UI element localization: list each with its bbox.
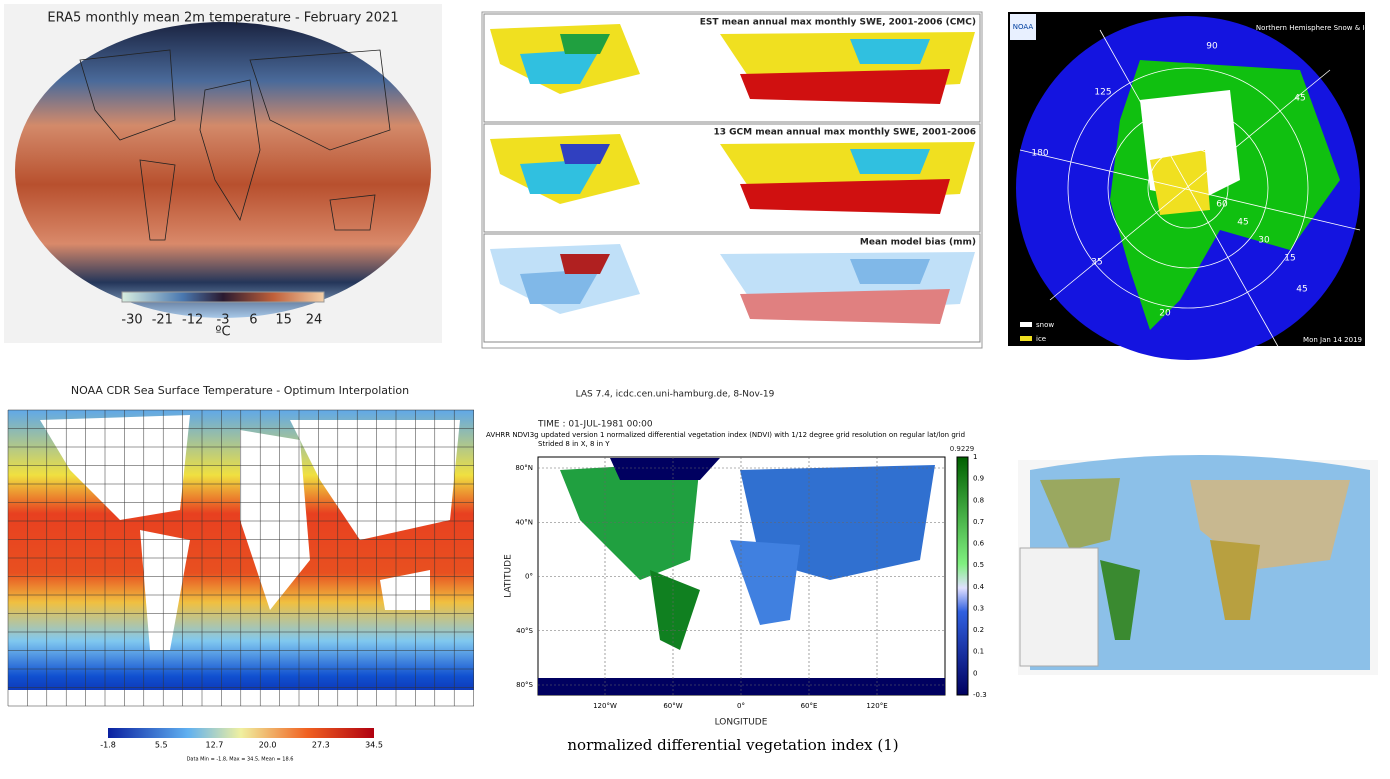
swe-region: [560, 34, 610, 54]
sst-colorbar-tick: 12.7: [205, 741, 223, 750]
sst-colorbar: [108, 728, 374, 738]
legend-ice: ice: [1036, 335, 1046, 343]
swe-region: [520, 49, 600, 84]
ndvi-lon-label: 0°: [737, 702, 745, 710]
ndvi-y-label: LATITUDE: [504, 554, 514, 598]
graticule-label: 90: [1206, 42, 1218, 52]
ndvi-lat-label: 0°: [525, 573, 533, 581]
ndvi-time: TIME : 01-JUL-1981 00:00: [537, 420, 653, 430]
ndvi-x-label: LONGITUDE: [715, 718, 768, 728]
era5-unit: ºC: [215, 325, 230, 340]
graticule-label: 180: [1031, 149, 1048, 159]
graticule-label: 45: [1294, 94, 1305, 104]
swe-region: [850, 39, 930, 64]
ndvi-colorbar-tick: 0.7: [973, 518, 984, 526]
logo-box: [1010, 14, 1036, 40]
ndvi-stride: Strided 8 in X, 8 in Y: [538, 440, 610, 448]
ndvi-lat-label: 80°N: [515, 464, 533, 472]
sst-colorbar-tick: 27.3: [312, 741, 330, 750]
swe-panel-title: 13 GCM mean annual max monthly SWE, 2001…: [713, 128, 976, 138]
ndvi-colorbar-tick: 0.1: [973, 648, 984, 656]
ndvi-colorbar-tick: -0.3: [973, 691, 987, 699]
graticule-label: 30: [1258, 236, 1270, 246]
swe-region: [560, 144, 610, 164]
era5-colorbar-tick: -30: [121, 313, 142, 328]
ndvi-caption: normalized differential vegetation index…: [567, 736, 898, 754]
ndvi-colorbar-tick: 1: [973, 453, 977, 461]
ndvi-colorbar-max: 0.9229: [950, 445, 975, 453]
ndvi-lon-label: 60°E: [801, 702, 818, 710]
snow-swatch: [1020, 322, 1032, 327]
graticule: [1019, 29, 1361, 351]
ndvi-colorbar: [956, 456, 969, 696]
ndvi-land: [538, 458, 945, 695]
era5-map: [15, 22, 431, 318]
sst-note: Data Min = -1.8, Max = 34.5, Mean = 18.6: [187, 757, 294, 763]
ndvi-labels: 80°N 40°N 0° 40°S 80°S 120°W 60°W 0° 60°E 120°E 1 0…: [515, 453, 986, 710]
swe-region: [560, 254, 610, 274]
sst-colorbar-tick: 5.5: [155, 741, 168, 750]
ndvi-colorbar-tick: 0.2: [973, 626, 984, 634]
snow-labels: 90 125 180 35 45 60 45 30 15 45 20: [1031, 42, 1307, 319]
sst-title: NOAA CDR Sea Surface Temperature - Optim…: [71, 384, 409, 397]
sst-colorbar-tick: 34.5: [365, 741, 383, 750]
graticule-label: 15: [1284, 254, 1295, 264]
ice-swatch: [1020, 336, 1032, 341]
ndvi-colorbar-tick: 0.8: [973, 496, 984, 504]
logo: NOAA: [1013, 23, 1034, 31]
era5-title: ERA5 monthly mean 2m temperature - Febru…: [47, 11, 398, 26]
swe-region: [850, 149, 930, 174]
swe-region: [740, 179, 950, 214]
snow-date: Mon Jan 14 2019: [1303, 336, 1362, 344]
swe-region: [520, 159, 600, 194]
sst-colorbar-tick: 20.0: [259, 741, 277, 750]
graticule-label: 125: [1094, 88, 1111, 98]
ndvi-lat-label: 80°S: [516, 681, 533, 689]
ndvi-colorbar-tick: 0.4: [973, 583, 985, 591]
era5-colorbar-tick: 6: [249, 313, 257, 328]
ndvi-colorbar-tick: 0.9: [973, 475, 984, 483]
era5-continents: [79, 49, 391, 241]
ndvi-colorbar-tick: 0.3: [973, 604, 984, 612]
era5-colorbar-tick: -12: [182, 313, 203, 328]
swe-region: [740, 69, 950, 104]
ndvi-colorbar-tick: 0.5: [973, 561, 984, 569]
snow-ice-title: Northern Hemisphere Snow & Ice Chart: [1256, 24, 1390, 32]
swe-region: [850, 259, 930, 284]
graticule-label: 45: [1237, 218, 1248, 228]
legend-snow: snow: [1036, 321, 1054, 329]
swe-region: [520, 269, 600, 304]
graticule-label: 45: [1296, 285, 1307, 295]
landcover-land: [1019, 478, 1350, 667]
ndvi-lat-label: 40°N: [515, 518, 533, 526]
ndvi-lat-label: 40°S: [516, 627, 533, 635]
swe-panel-title: EST mean annual max monthly SWE, 2001-20…: [700, 18, 976, 28]
ndvi-header: LAS 7.4, icdc.cen.uni-hamburg.de, 8-Nov-…: [576, 390, 775, 400]
era5-colorbar: [121, 291, 325, 303]
ndvi-lon-label: 120°W: [593, 702, 617, 710]
graticule-label: 35: [1091, 258, 1102, 268]
era5-colorbar-tick: 15: [275, 313, 292, 328]
swe-panel-title: Mean model bias (mm): [860, 238, 976, 248]
sst-colorbar-tick: -1.8: [100, 741, 116, 750]
swe-panels: EST mean annual max monthly SWE, 2001-20…: [483, 13, 981, 343]
era5-colorbar-tick: 24: [306, 313, 323, 328]
era5-colorbar-tick: -3: [217, 313, 230, 328]
swe-region: [740, 289, 950, 324]
graticule-label: 60: [1216, 200, 1228, 210]
ndvi-colorbar-tick: 0: [973, 669, 977, 677]
era5-colorbar-tick: -21: [152, 313, 173, 328]
ndvi-description: AVHRR NDVI3g updated version 1 normalize…: [486, 431, 965, 439]
ndvi-lon-label: 60°W: [663, 702, 682, 710]
graticule-label: 20: [1159, 309, 1171, 319]
ndvi-colorbar-tick: 0.6: [973, 540, 985, 548]
sst-grid: [7, 409, 474, 707]
ndvi-lon-label: 120°E: [866, 702, 887, 710]
